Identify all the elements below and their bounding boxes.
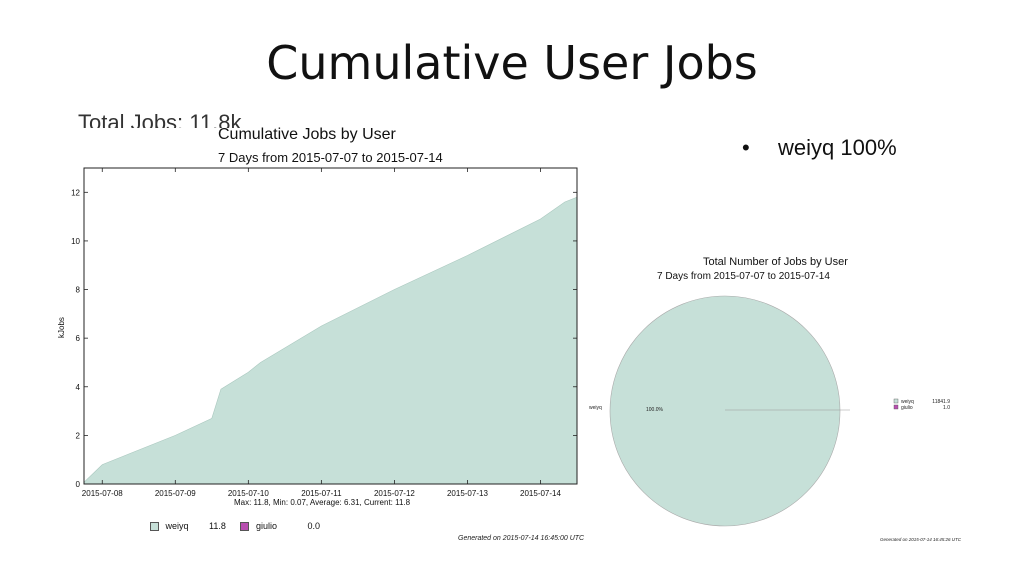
x-tick-label: 2015-07-14 — [520, 489, 561, 498]
legend-value-giulio: 0.0 — [307, 521, 320, 531]
legend-swatch-weiyq — [150, 522, 159, 532]
pie-slice-label: weiyq — [589, 405, 602, 411]
cumulative-jobs-chart: 0 2 4 6 8 10 12 2015-07-08 2015-07-09 2015-07-10… — [57, 167, 578, 507]
pie-slice-weiyq — [609, 295, 841, 527]
chart1-title: Cumulative Jobs by User — [218, 126, 396, 143]
chart1-subtitle: 7 Days from 2015-07-07 to 2015-07-14 — [218, 150, 443, 165]
x-tick-label: 2015-07-13 — [447, 489, 488, 498]
x-tick-label: 2015-07-11 — [301, 489, 342, 498]
legend2-value-giulio: 1.0 — [943, 405, 950, 411]
chart1-area-group — [83, 196, 578, 485]
legend2-name-weiyq: weiyq — [901, 399, 914, 405]
chart1-generated: Generated on 2015-07-14 16:45:00 UTC — [458, 535, 585, 542]
y-tick-label: 8 — [76, 286, 81, 295]
chart1-legend: weiyq 11.8 giulio 0.0 — [150, 521, 320, 532]
chart2-generated: Generated on 2015-07-14 16:45:26 UTC — [880, 537, 962, 542]
legend2-name-giulio: giulio — [901, 405, 913, 411]
legend2-swatch-giulio — [893, 404, 899, 410]
x-tick-label: 2015-07-08 — [82, 489, 123, 498]
chart2-subtitle: 7 Days from 2015-07-07 to 2015-07-14 — [657, 271, 830, 282]
chart1-x-axis: 2015-07-08 2015-07-09 2015-07-10 2015-07-11… — [82, 168, 561, 498]
chart2-title: Total Number of Jobs by User — [703, 256, 848, 268]
y-tick-label: 12 — [71, 188, 80, 197]
area-series-weiyq — [83, 196, 578, 485]
y-tick-label: 0 — [76, 480, 81, 489]
y-tick-label: 4 — [76, 383, 81, 392]
chart1-stats: Max: 11.8, Min: 0.07, Average: 6.31, Cur… — [234, 498, 411, 507]
y-tick-label: 10 — [71, 237, 80, 246]
chart1-ylabel: kJobs — [57, 317, 66, 338]
clipped-subtitle-text: Total Jobs: 11.8k — [78, 112, 242, 128]
x-tick-label: 2015-07-10 — [228, 489, 269, 498]
legend2-value-weiyq: 11841.9 — [932, 399, 950, 405]
chart1-y-axis: 0 2 4 6 8 10 12 — [71, 188, 577, 489]
legend-name-giulio: giulio — [255, 521, 277, 531]
pie-slice-pct: 100.0% — [646, 407, 664, 413]
bullet-item: • weiyq 100% — [742, 135, 897, 161]
chart1-plot-frame — [83, 167, 578, 485]
legend-name-weiyq: weiyq — [165, 521, 189, 531]
total-jobs-pie-chart: weiyq 100.0% weiyq 11841.9 giulio 1.0 — [589, 295, 950, 527]
legend-value-weiyq: 11.8 — [209, 521, 226, 531]
legend-swatch-giulio — [240, 522, 250, 532]
bullet-text: weiyq 100% — [778, 135, 897, 160]
x-tick-label: 2015-07-12 — [374, 489, 415, 498]
bullet-dot: • — [742, 135, 750, 160]
y-tick-label: 6 — [76, 334, 81, 343]
legend2-swatch-weiyq — [893, 398, 899, 404]
slide-title: Cumulative User Jobs — [266, 36, 758, 90]
x-tick-label: 2015-07-09 — [155, 489, 196, 498]
y-tick-label: 2 — [76, 431, 81, 440]
